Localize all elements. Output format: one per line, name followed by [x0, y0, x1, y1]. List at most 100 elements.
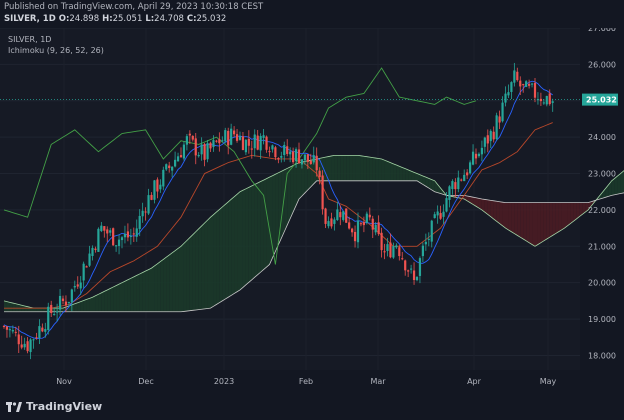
- cloud-segment: [493, 200, 497, 222]
- cloud-segment: [33, 308, 37, 312]
- candle-body: [277, 158, 280, 160]
- candle-body: [61, 298, 65, 301]
- cloud-segment: [366, 156, 370, 181]
- candle-body: [221, 140, 224, 142]
- candle-body: [412, 270, 416, 281]
- candle-body: [504, 93, 507, 103]
- price-chart[interactable]: 27.00026.00025.00024.00023.00022.00021.0…: [0, 28, 624, 398]
- cloud-segment: [484, 199, 488, 215]
- cloud-segment: [80, 300, 84, 312]
- candle-body: [469, 162, 472, 174]
- candle-body: [306, 154, 309, 162]
- footer: TradingView: [0, 398, 624, 420]
- cloud-segment: [378, 158, 382, 181]
- cloud-segment: [567, 202, 571, 226]
- cloud-segment: [110, 287, 114, 312]
- cloud-segment: [39, 308, 43, 312]
- cloud-segment: [4, 300, 7, 312]
- candle-body: [474, 153, 478, 159]
- candle-body: [436, 211, 439, 216]
- symbol-label[interactable]: SILVER, 1D: [4, 14, 56, 24]
- candle-body: [32, 339, 35, 341]
- cloud-segment: [12, 303, 16, 312]
- cloud-segment: [254, 182, 258, 278]
- x-tick-label: May: [540, 377, 557, 386]
- cloud-segment: [582, 202, 586, 215]
- cloud-segment: [245, 187, 249, 285]
- candle-body: [466, 172, 469, 176]
- cloud-segment: [523, 202, 527, 241]
- candle-body: [215, 140, 218, 142]
- brand[interactable]: TradingView: [6, 400, 102, 413]
- cloud-segment: [77, 301, 81, 312]
- legend-symbol: SILVER, 1D: [8, 35, 51, 44]
- cloud-segment: [437, 184, 441, 194]
- candle-body: [374, 224, 377, 233]
- cloud-segment: [24, 305, 28, 312]
- cloud-segment: [257, 181, 261, 275]
- cloud-segment: [431, 179, 435, 192]
- cloud-segment: [240, 190, 243, 290]
- last-price-tag: [582, 93, 618, 106]
- cloud-segment: [411, 171, 415, 181]
- cloud-segment: [116, 284, 120, 312]
- cloud-segment: [384, 160, 388, 181]
- cloud-segment: [614, 175, 618, 195]
- cloud-segment: [387, 161, 391, 181]
- candle-body: [545, 95, 548, 105]
- candle-body: [283, 144, 286, 156]
- candle-body: [185, 136, 188, 145]
- cloud-segment: [552, 202, 556, 236]
- candle-body: [241, 136, 245, 151]
- candle-body: [29, 339, 32, 353]
- y-tick-label: 23.000: [588, 170, 616, 179]
- ohlc-bar: SILVER, 1D O:24.898 H:25.051 L:24.708 C:…: [4, 14, 226, 24]
- candle-body: [539, 98, 542, 102]
- cloud-segment: [396, 165, 400, 181]
- cloud-segment: [546, 202, 550, 240]
- candle-body: [203, 144, 206, 160]
- cloud-segment: [6, 301, 10, 312]
- cloud-segment: [360, 155, 364, 181]
- candle-body: [123, 233, 127, 238]
- candle-body: [17, 334, 20, 345]
- candle-body: [525, 81, 528, 87]
- candle-body: [336, 209, 339, 221]
- candle-body: [138, 215, 141, 229]
- time-axis[interactable]: Nov Dec 2023 Feb Mar Apr May: [56, 377, 556, 386]
- cloud-segment: [399, 166, 403, 181]
- candle-body: [309, 160, 312, 165]
- cloud-segment: [231, 196, 235, 296]
- cloud-segment: [74, 302, 78, 312]
- candle-body: [492, 131, 495, 140]
- candle-body: [38, 326, 41, 339]
- candle-body: [153, 180, 156, 200]
- candle-body: [79, 282, 82, 289]
- candle-body: [274, 147, 277, 158]
- candle-body: [47, 306, 50, 330]
- cloud-segment: [520, 202, 524, 240]
- candle-body: [188, 133, 191, 136]
- leading-span-b-line: [4, 180, 624, 313]
- x-tick-label: Apr: [467, 377, 482, 386]
- cloud-segment: [487, 199, 491, 217]
- cloud-segment: [355, 155, 358, 181]
- close-value: 25.032: [196, 14, 227, 24]
- candle-body: [286, 146, 289, 154]
- candle-body: [542, 102, 545, 104]
- cloud-segment: [139, 272, 143, 312]
- price-axis[interactable]: 27.00026.00025.00024.00023.00022.00021.0…: [582, 28, 618, 360]
- candle-body: [380, 232, 383, 251]
- candle-body: [410, 268, 413, 270]
- y-tick-label: 24.000: [588, 133, 616, 142]
- cloud-segment: [228, 199, 232, 298]
- candle-body: [44, 329, 47, 332]
- cloud-segment: [405, 168, 409, 181]
- cloud-segment: [381, 158, 385, 181]
- candle-body: [256, 135, 259, 150]
- cloud-segment: [189, 234, 193, 311]
- cloud-segment: [417, 173, 420, 183]
- candle-body: [345, 208, 348, 223]
- candle-body: [498, 116, 501, 123]
- candle-body: [421, 245, 424, 257]
